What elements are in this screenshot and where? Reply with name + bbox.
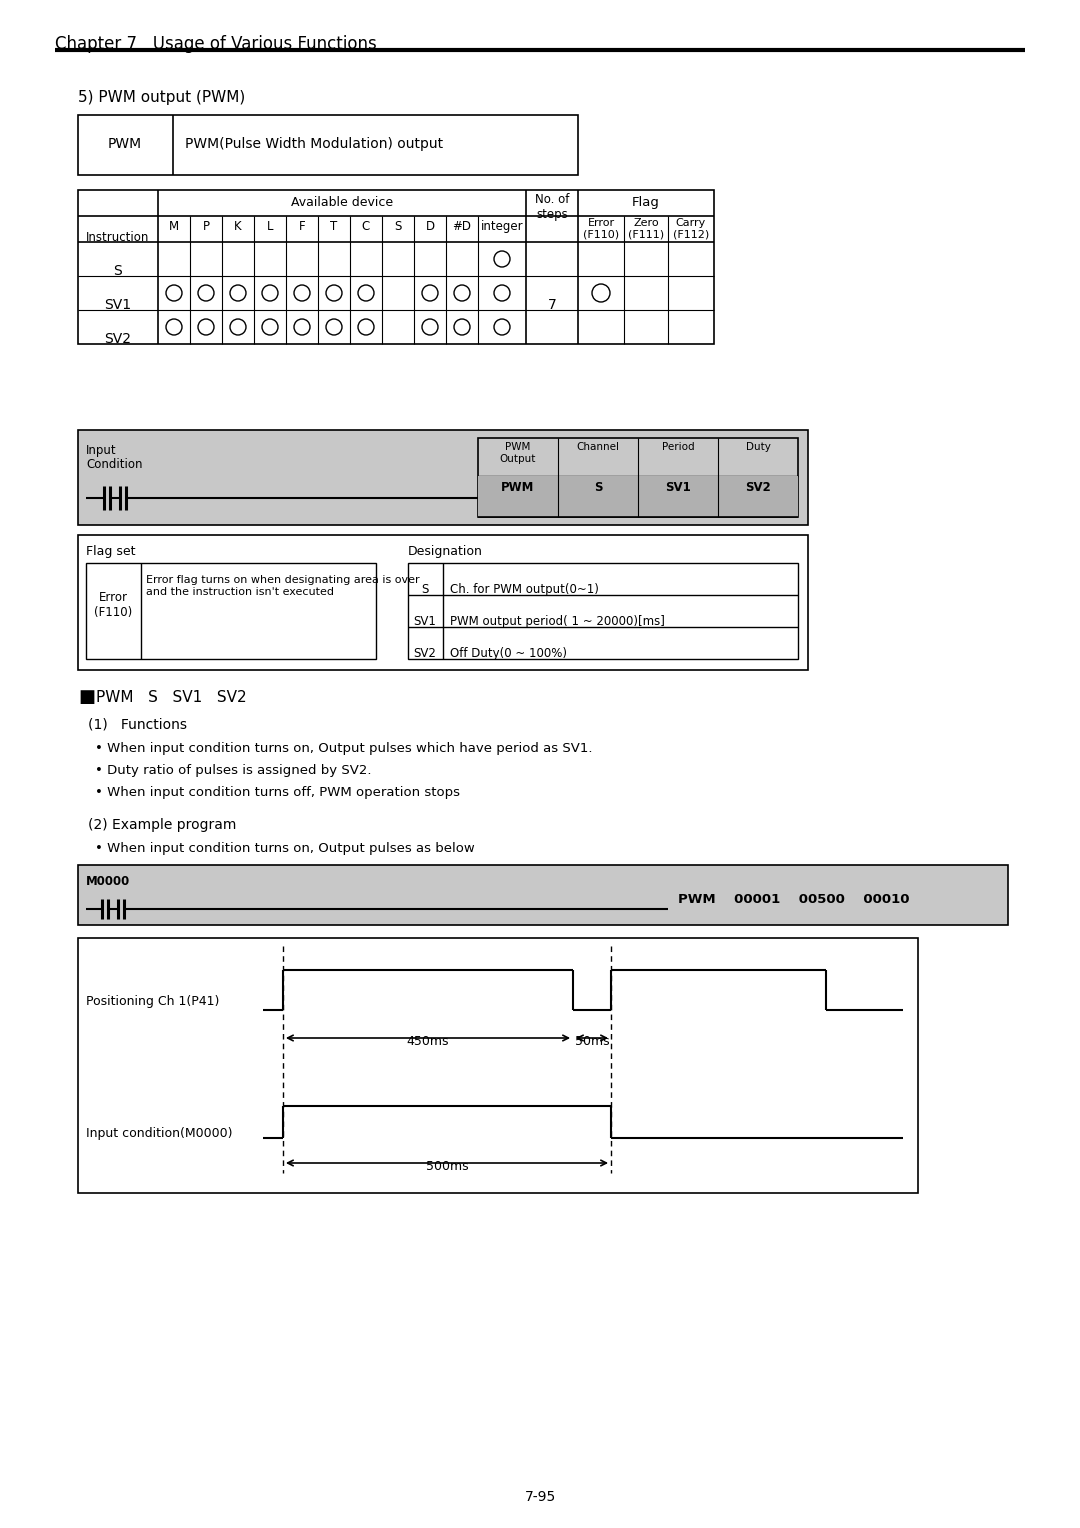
Text: PWM output period( 1 ~ 20000)[ms]: PWM output period( 1 ~ 20000)[ms]	[450, 614, 665, 628]
Text: M0000: M0000	[86, 876, 131, 888]
Circle shape	[494, 251, 510, 267]
Text: Off Duty(0 ~ 100%): Off Duty(0 ~ 100%)	[450, 646, 567, 660]
Bar	[478, 439, 798, 516]
Text: F: F	[299, 220, 306, 232]
Text: T: T	[330, 220, 338, 232]
Text: • When input condition turns on, Output pulses which have period as SV1.: • When input condition turns on, Output …	[95, 743, 593, 755]
Text: 7-95: 7-95	[525, 1490, 555, 1504]
Text: PWM   S   SV1   SV2: PWM S SV1 SV2	[96, 691, 246, 704]
Bar	[86, 562, 376, 659]
Text: SV2: SV2	[414, 646, 436, 660]
Circle shape	[262, 319, 278, 335]
Text: No. of
steps: No. of steps	[535, 193, 569, 222]
Circle shape	[230, 286, 246, 301]
Text: • Duty ratio of pulses is assigned by SV2.: • Duty ratio of pulses is assigned by SV…	[95, 764, 372, 778]
Text: S: S	[421, 584, 429, 596]
Circle shape	[454, 319, 470, 335]
Text: Designation: Designation	[408, 545, 483, 558]
Text: Error
(F110): Error (F110)	[583, 219, 619, 240]
Text: Period: Period	[662, 442, 694, 452]
Text: K: K	[234, 220, 242, 232]
Text: Instruction: Instruction	[86, 231, 150, 244]
Text: P: P	[203, 220, 210, 232]
Text: L: L	[267, 220, 273, 232]
Circle shape	[166, 286, 183, 301]
Text: Condition: Condition	[86, 458, 143, 471]
Text: S: S	[113, 264, 122, 278]
Circle shape	[494, 319, 510, 335]
Circle shape	[198, 286, 214, 301]
Text: Positioning Ch 1(P41): Positioning Ch 1(P41)	[86, 995, 219, 1008]
Text: Flag: Flag	[632, 196, 660, 209]
Text: PWM: PWM	[501, 481, 535, 494]
Circle shape	[294, 319, 310, 335]
Text: Ch. for PWM output(0~1): Ch. for PWM output(0~1)	[450, 584, 599, 596]
Text: Channel: Channel	[577, 442, 620, 452]
Circle shape	[422, 319, 438, 335]
Bar	[408, 562, 798, 659]
Text: integer: integer	[481, 220, 524, 232]
Text: PWM
Output: PWM Output	[500, 442, 536, 463]
Text: PWM(Pulse Width Modulation) output: PWM(Pulse Width Modulation) output	[185, 138, 443, 151]
Text: M: M	[168, 220, 179, 232]
Text: 50ms: 50ms	[575, 1034, 609, 1048]
Circle shape	[454, 286, 470, 301]
Bar	[78, 535, 808, 669]
Circle shape	[326, 286, 342, 301]
Bar	[78, 865, 1008, 924]
Circle shape	[592, 284, 610, 303]
Bar	[478, 475, 798, 516]
Text: Zero
(F111): Zero (F111)	[627, 219, 664, 240]
Text: Carry
(F112): Carry (F112)	[673, 219, 710, 240]
Text: ■: ■	[78, 688, 95, 706]
Text: S: S	[394, 220, 402, 232]
Text: Chapter 7   Usage of Various Functions: Chapter 7 Usage of Various Functions	[55, 35, 377, 53]
Bar	[78, 429, 808, 526]
Circle shape	[494, 286, 510, 301]
Text: S: S	[594, 481, 603, 494]
Text: 500ms: 500ms	[426, 1160, 469, 1174]
Circle shape	[294, 286, 310, 301]
Circle shape	[230, 319, 246, 335]
Text: Duty: Duty	[745, 442, 770, 452]
Text: 7: 7	[548, 298, 556, 312]
Bar	[78, 189, 714, 344]
Circle shape	[166, 319, 183, 335]
Text: • When input condition turns off, PWM operation stops: • When input condition turns off, PWM op…	[95, 785, 460, 799]
Circle shape	[422, 286, 438, 301]
Circle shape	[262, 286, 278, 301]
Text: Flag set: Flag set	[86, 545, 135, 558]
Text: Input: Input	[86, 445, 117, 457]
Text: PWM: PWM	[108, 138, 143, 151]
Text: Error
(F110): Error (F110)	[94, 591, 132, 619]
Text: Error flag turns on when designating area is over
and the instruction isn't exec: Error flag turns on when designating are…	[146, 575, 420, 596]
Text: SV1: SV1	[414, 614, 436, 628]
Circle shape	[326, 319, 342, 335]
Text: SV2: SV2	[105, 332, 132, 345]
Circle shape	[357, 319, 374, 335]
Text: D: D	[426, 220, 434, 232]
Circle shape	[198, 319, 214, 335]
Text: SV1: SV1	[665, 481, 691, 494]
Text: • When input condition turns on, Output pulses as below: • When input condition turns on, Output …	[95, 842, 475, 856]
Text: (1)   Functions: (1) Functions	[87, 717, 187, 730]
Text: Input condition(M0000): Input condition(M0000)	[86, 1128, 232, 1140]
Bar	[78, 938, 918, 1193]
Text: #D: #D	[453, 220, 472, 232]
Text: PWM    00001    00500    00010: PWM 00001 00500 00010	[678, 892, 909, 906]
Text: Available device: Available device	[291, 196, 393, 209]
Text: 5) PWM output (PWM): 5) PWM output (PWM)	[78, 90, 245, 105]
Text: C: C	[362, 220, 370, 232]
Text: 450ms: 450ms	[407, 1034, 449, 1048]
Circle shape	[357, 286, 374, 301]
Text: SV1: SV1	[105, 298, 132, 312]
Text: SV2: SV2	[745, 481, 771, 494]
Bar	[78, 115, 578, 176]
Text: (2) Example program: (2) Example program	[87, 817, 237, 833]
